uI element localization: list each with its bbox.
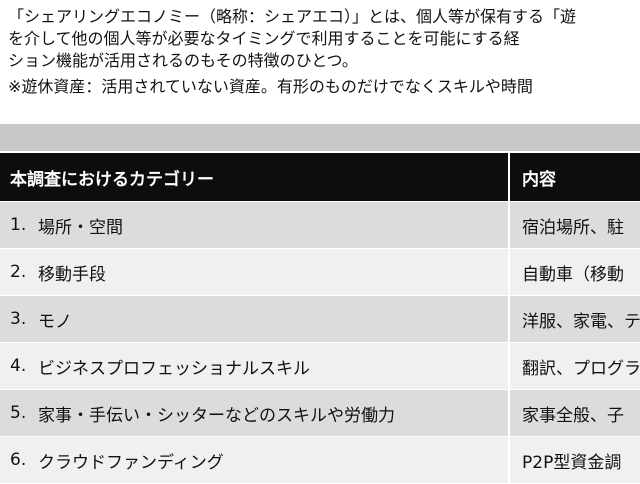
intro-line: を介して他の個人等が必要なタイミングで利用することを可能にする経 <box>8 29 520 48</box>
category-cell: 5. 家事・手伝い・シッターなどのスキルや労働力 <box>0 390 510 436</box>
category-name: ビジネスプロフェッショナルスキル <box>38 358 310 379</box>
content-cell: 宿泊場所、駐 <box>522 217 624 238</box>
table-row: 2. 移動手段 自動車（移動 <box>0 249 640 296</box>
category-name: 場所・空間 <box>38 217 123 238</box>
table-row: 6. クラウドファンディング P2P型資金調 <box>0 437 640 484</box>
table-row: 5. 家事・手伝い・シッターなどのスキルや労働力 家事全般、子 <box>0 390 640 437</box>
content-cell: 家事全般、子 <box>522 405 624 426</box>
category-cell: 4. ビジネスプロフェッショナルスキル <box>0 343 510 389</box>
category-table: 本調査におけるカテゴリー 内容 1. 場所・空間 宿泊場所、駐 2. 移動手段 自動車（移… <box>0 153 640 484</box>
row-number: 5. <box>10 403 27 423</box>
content-cell: 翻訳、プログラ <box>522 358 640 379</box>
content-cell: 洋服、家電、テ <box>522 311 640 332</box>
row-number: 1. <box>10 215 27 235</box>
intro-line: 「シェアリングエコノミー（略称：シェアエコ）」とは、個人等が保有する「遊 <box>8 7 577 26</box>
table-row: 3. モノ 洋服、家電、テ <box>0 296 640 343</box>
table-row: 1. 場所・空間 宿泊場所、駐 <box>0 202 640 249</box>
intro-text: 「シェアリングエコノミー（略称：シェアエコ）」とは、個人等が保有する「遊 を介し… <box>8 6 640 98</box>
category-cell: 2. 移動手段 <box>0 249 510 295</box>
category-cell: 1. 場所・空間 <box>0 202 510 248</box>
content-cell: 自動車（移動 <box>522 264 624 285</box>
category-name: クラウドファンディング <box>38 452 224 473</box>
category-name: モノ <box>38 311 72 332</box>
category-name: 移動手段 <box>38 264 106 285</box>
category-name: 家事・手伝い・シッターなどのスキルや労働力 <box>38 405 395 426</box>
row-number: 4. <box>10 356 27 376</box>
table-row: 4. ビジネスプロフェッショナルスキル 翻訳、プログラ <box>0 343 640 390</box>
note: ※遊休資産：活用されていない資産。有形のものだけでなくスキルや時間 <box>8 77 533 96</box>
section-band <box>0 124 640 151</box>
intro-line: ション機能が活用されるのもその特徴のひとつ。 <box>8 51 358 70</box>
header-cell: 本調査におけるカテゴリー <box>0 153 510 201</box>
category-cell: 3. モノ <box>0 296 510 342</box>
row-number: 2. <box>10 262 27 282</box>
table-header: 本調査におけるカテゴリー 内容 <box>0 153 640 202</box>
content-cell: P2P型資金調 <box>522 452 622 473</box>
row-number: 6. <box>10 450 27 470</box>
header-cell: 内容 <box>522 169 556 190</box>
row-number: 3. <box>10 309 27 329</box>
category-cell: 6. クラウドファンディング <box>0 437 510 483</box>
